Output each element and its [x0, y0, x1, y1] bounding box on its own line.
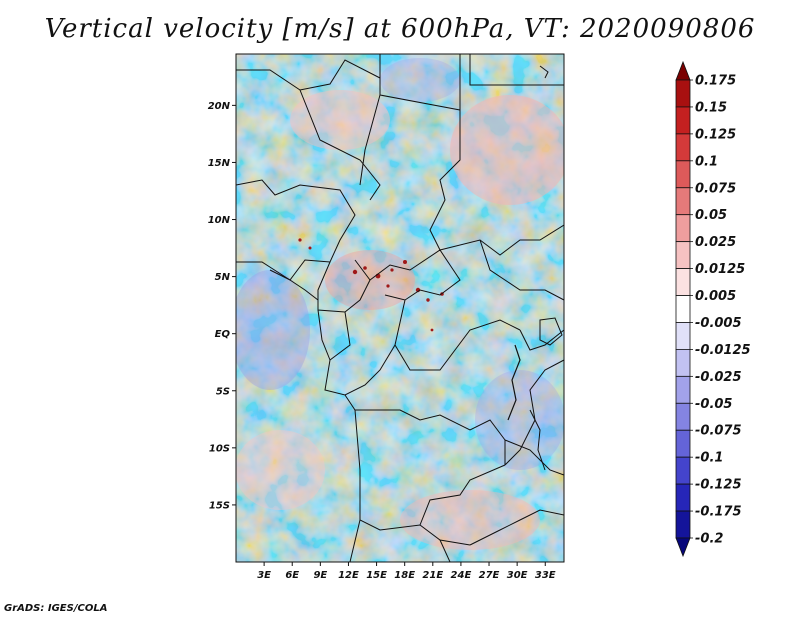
lon-tick-label: 24E — [451, 570, 472, 581]
colorbar-label: 0.025 — [695, 235, 736, 250]
colorbar-label: -0.125 — [695, 478, 742, 493]
lon-tick-label: 21E — [422, 570, 443, 581]
colorbar-label: 0.175 — [695, 74, 736, 89]
colorbar: 0.175 0.15 0.125 0.1 0.075 0.05 0.025 0.0125 0.0… — [675, 60, 751, 558]
colorbar-label: 0.1 — [695, 154, 718, 169]
country-borders — [236, 54, 564, 562]
colorbar-segment — [675, 241, 691, 269]
colorbar-label: -0.075 — [695, 424, 742, 439]
lon-tick-label: 15E — [366, 570, 387, 581]
map-frame — [235, 53, 565, 563]
colorbar-bottom-arrow — [675, 537, 691, 558]
lon-tick-label: 3E — [257, 570, 271, 581]
latitude-axis: 20N 15N 10N 5N EQ 5S 10S 15S — [208, 101, 236, 511]
colorbar-segment — [675, 429, 691, 458]
colorbar-top-arrow — [675, 60, 691, 81]
colorbar-segment — [675, 268, 691, 296]
colorbar-label: -0.0125 — [695, 343, 751, 358]
colorbar-segment — [675, 106, 691, 135]
chart-title: Vertical velocity [m/s] at 600hPa, VT: 2… — [44, 14, 756, 44]
longitude-axis: 3E 6E 9E 12E 15E 18E 21E 24E 27E 30E 33E — [257, 562, 556, 581]
lat-tick-label: 5S — [216, 386, 230, 397]
footer-credit: GrADS: IGES/COLA — [4, 603, 108, 614]
lon-tick-label: 30E — [507, 570, 528, 581]
colorbar-segment — [675, 349, 691, 377]
lat-tick-label: 15S — [209, 500, 230, 511]
colorbar-label: -0.2 — [695, 532, 723, 547]
colorbar-segment — [675, 483, 691, 512]
convective-cores — [298, 238, 444, 332]
colorbar-segment — [675, 133, 691, 162]
velocity-field — [236, 54, 564, 562]
lon-tick-label: 18E — [394, 570, 415, 581]
lon-tick-label: 12E — [338, 570, 359, 581]
lat-tick-label: 15N — [208, 158, 231, 169]
colorbar-label: -0.175 — [695, 505, 742, 520]
colorbar-label: 0.15 — [695, 100, 727, 115]
colorbar-segment — [675, 187, 691, 216]
lon-tick-label: 27E — [479, 570, 500, 581]
lat-tick-label: 10S — [209, 443, 230, 454]
colorbar-segment — [675, 375, 691, 404]
colorbar-label: 0.005 — [695, 289, 736, 304]
colorbar-label: 0.075 — [695, 181, 736, 196]
lon-tick-label: 33E — [535, 570, 556, 581]
colorbar-label: 0.05 — [695, 208, 727, 223]
lat-tick-label: EQ — [215, 329, 231, 340]
colorbar-segment — [675, 160, 691, 189]
colorbar-segment — [675, 214, 691, 243]
colorbar-label: -0.1 — [695, 451, 723, 466]
colorbar-label: -0.05 — [695, 397, 732, 412]
colorbar-segment — [675, 510, 691, 539]
lat-tick-label: 5N — [215, 272, 231, 283]
colorbar-segment — [675, 322, 691, 350]
colorbar-segment — [675, 456, 691, 485]
lat-tick-label: 10N — [208, 215, 231, 226]
lat-tick-label: 20N — [208, 101, 231, 112]
colorbar-label: -0.025 — [695, 370, 742, 385]
lon-tick-label: 9E — [313, 570, 327, 581]
colorbar-label: 0.125 — [695, 127, 736, 142]
colorbar-segment — [675, 295, 691, 323]
colorbar-label: 0.0125 — [695, 262, 745, 277]
colorbar-segment — [675, 79, 691, 108]
lon-tick-label: 6E — [285, 570, 299, 581]
colorbar-segment — [675, 402, 691, 431]
colorbar-label: -0.005 — [695, 316, 742, 331]
